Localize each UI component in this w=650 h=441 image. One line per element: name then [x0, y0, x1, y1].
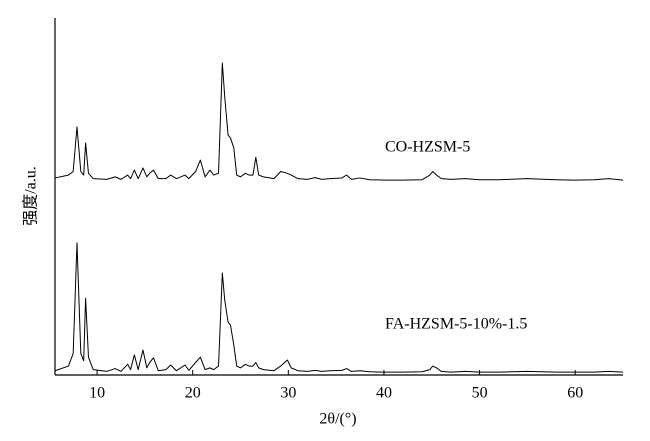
x-tick-label: 40: [376, 385, 392, 402]
x-tick-label: 50: [472, 385, 488, 402]
y-axis-label: 强度/a.u.: [22, 166, 40, 226]
xrd-line: [54, 62, 624, 181]
xrd-line: [54, 242, 624, 373]
annotation: FA-HZSM-5-10%-1.5: [385, 316, 527, 333]
x-tick-label: 10: [89, 385, 105, 402]
annotation: CO-HZSM-5: [385, 139, 470, 156]
x-tick-label: 20: [185, 385, 201, 402]
x-axis-label: 2θ/(°): [319, 411, 356, 428]
x-tick-label: 30: [280, 385, 296, 402]
x-tick-label: 60: [567, 385, 583, 402]
